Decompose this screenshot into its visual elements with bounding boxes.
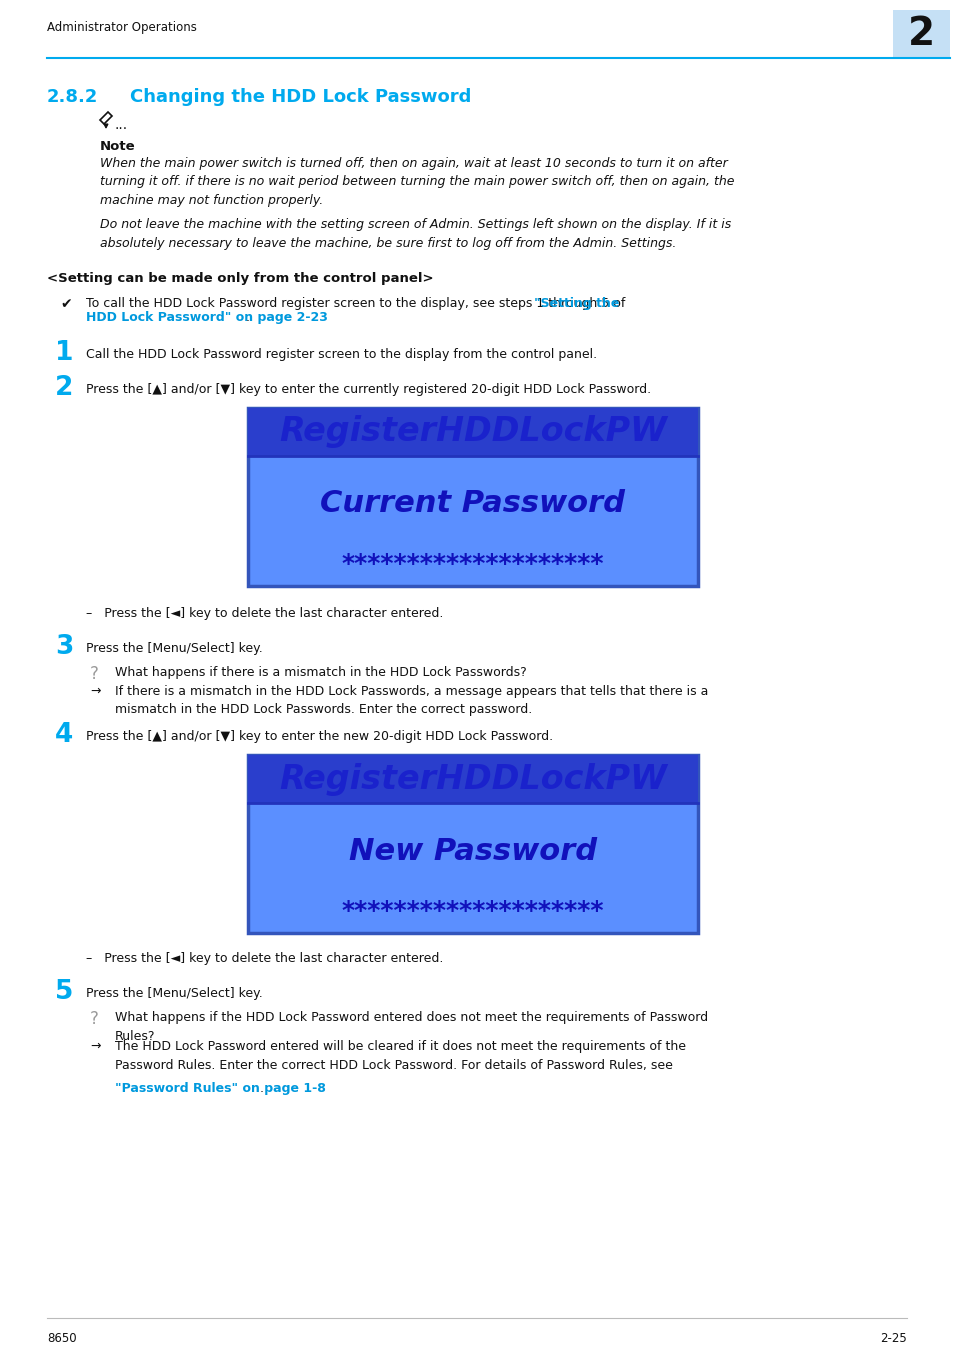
Text: Press the [Menu/Select] key.: Press the [Menu/Select] key. bbox=[86, 987, 262, 1000]
Text: "Password Rules" on page 1-8: "Password Rules" on page 1-8 bbox=[115, 1081, 326, 1095]
Text: 4: 4 bbox=[55, 722, 73, 748]
Text: Do not leave the machine with the setting screen of Admin. Settings left shown o: Do not leave the machine with the settin… bbox=[100, 217, 731, 250]
Text: →: → bbox=[90, 1040, 100, 1053]
Text: 1: 1 bbox=[55, 340, 73, 366]
Text: What happens if there is a mismatch in the HDD Lock Passwords?: What happens if there is a mismatch in t… bbox=[115, 666, 526, 679]
Text: 2.8.2: 2.8.2 bbox=[47, 88, 98, 107]
Text: Current Password: Current Password bbox=[320, 490, 625, 518]
Text: ********************: ******************** bbox=[341, 552, 603, 576]
Text: RegisterHDDLockPW: RegisterHDDLockPW bbox=[278, 416, 666, 448]
Text: If there is a mismatch in the HDD Lock Passwords, a message appears that tells t: If there is a mismatch in the HDD Lock P… bbox=[115, 684, 708, 717]
Text: –   Press the [◄] key to delete the last character entered.: – Press the [◄] key to delete the last c… bbox=[86, 608, 443, 620]
Text: RegisterHDDLockPW: RegisterHDDLockPW bbox=[278, 763, 666, 795]
FancyBboxPatch shape bbox=[248, 755, 698, 933]
Text: .: . bbox=[259, 1081, 263, 1095]
Text: The HDD Lock Password entered will be cleared if it does not meet the requiremen: The HDD Lock Password entered will be cl… bbox=[115, 1040, 685, 1089]
Text: When the main power switch is turned off, then on again, wait at least 10 second: When the main power switch is turned off… bbox=[100, 157, 734, 207]
Text: HDD Lock Password" on page 2-23: HDD Lock Password" on page 2-23 bbox=[86, 310, 328, 324]
Text: ?: ? bbox=[90, 1010, 99, 1027]
Polygon shape bbox=[104, 124, 108, 128]
Text: To call the HDD Lock Password register screen to the display, see steps 1 throug: To call the HDD Lock Password register s… bbox=[86, 297, 629, 310]
Text: What happens if the HDD Lock Password entered does not meet the requirements of : What happens if the HDD Lock Password en… bbox=[115, 1011, 707, 1042]
Text: ...: ... bbox=[115, 117, 128, 132]
Text: 2-25: 2-25 bbox=[880, 1332, 906, 1345]
Text: Call the HDD Lock Password register screen to the display from the control panel: Call the HDD Lock Password register scre… bbox=[86, 348, 597, 360]
Text: <Setting can be made only from the control panel>: <Setting can be made only from the contr… bbox=[47, 271, 434, 285]
Text: Note: Note bbox=[100, 140, 135, 153]
Text: Changing the HDD Lock Password: Changing the HDD Lock Password bbox=[130, 88, 471, 107]
Text: New Password: New Password bbox=[349, 837, 597, 865]
FancyBboxPatch shape bbox=[892, 9, 949, 58]
Text: .: . bbox=[245, 310, 250, 324]
Text: ?: ? bbox=[90, 666, 99, 683]
Text: To call the HDD Lock Password register screen to the display, see steps 1 throug: To call the HDD Lock Password register s… bbox=[86, 297, 704, 310]
Text: "Setting the: "Setting the bbox=[534, 297, 618, 310]
Text: ✔: ✔ bbox=[60, 297, 71, 310]
Text: ********************: ******************** bbox=[341, 899, 603, 923]
Text: 2: 2 bbox=[55, 375, 73, 401]
Text: Press the [Menu/Select] key.: Press the [Menu/Select] key. bbox=[86, 643, 262, 655]
Text: Press the [▲] and/or [▼] key to enter the currently registered 20-digit HDD Lock: Press the [▲] and/or [▼] key to enter th… bbox=[86, 383, 651, 396]
Text: 2: 2 bbox=[906, 15, 934, 53]
Text: Administrator Operations: Administrator Operations bbox=[47, 22, 196, 35]
Text: →: → bbox=[90, 684, 100, 698]
FancyBboxPatch shape bbox=[248, 755, 698, 803]
Text: –   Press the [◄] key to delete the last character entered.: – Press the [◄] key to delete the last c… bbox=[86, 952, 443, 965]
FancyBboxPatch shape bbox=[248, 408, 698, 456]
Text: 5: 5 bbox=[55, 979, 73, 1004]
Text: 3: 3 bbox=[55, 634, 73, 660]
FancyBboxPatch shape bbox=[248, 408, 698, 586]
Text: Press the [▲] and/or [▼] key to enter the new 20-digit HDD Lock Password.: Press the [▲] and/or [▼] key to enter th… bbox=[86, 730, 553, 742]
Text: 8650: 8650 bbox=[47, 1332, 76, 1345]
